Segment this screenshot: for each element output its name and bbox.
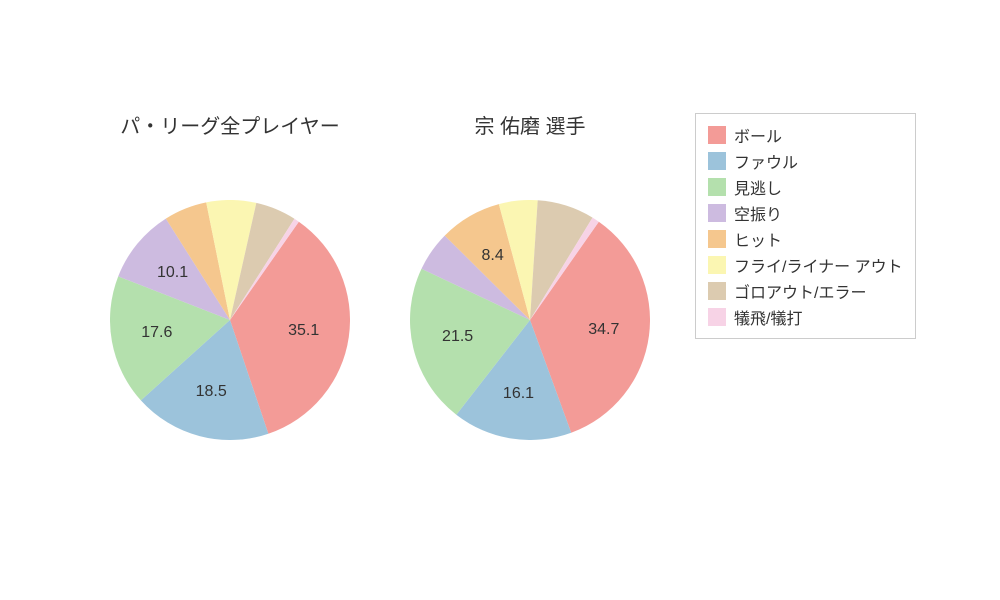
legend-row-fly_liner: フライ/ライナー アウト	[708, 252, 903, 278]
pie-player-title: 宗 佑磨 選手	[410, 110, 650, 139]
legend-label-ball: ボール	[734, 123, 782, 147]
legend-row-foul: ファウル	[708, 148, 903, 174]
legend-swatch-swinging	[708, 204, 726, 222]
pie-league: パ・リーグ全プレイヤー 35.118.517.610.1	[110, 200, 350, 440]
legend-row-looking: 見逃し	[708, 174, 903, 200]
pie-league-svg	[110, 200, 350, 440]
legend: ボールファウル見逃し空振りヒットフライ/ライナー アウトゴロアウト/エラー犠飛/…	[695, 113, 916, 339]
pie-player: 宗 佑磨 選手 34.716.121.58.4	[410, 200, 650, 440]
legend-label-swinging: 空振り	[734, 201, 782, 225]
legend-row-grounder: ゴロアウト/エラー	[708, 278, 903, 304]
slice-label-swinging: 10.1	[157, 264, 188, 282]
legend-row-swinging: 空振り	[708, 200, 903, 226]
slice-label-looking: 21.5	[442, 328, 473, 346]
legend-label-fly_liner: フライ/ライナー アウト	[734, 253, 903, 277]
legend-label-sac: 犠飛/犠打	[734, 305, 802, 329]
slice-label-ball: 35.1	[288, 322, 319, 340]
legend-label-looking: 見逃し	[734, 175, 782, 199]
legend-row-hit: ヒット	[708, 226, 903, 252]
legend-swatch-looking	[708, 178, 726, 196]
legend-swatch-fly_liner	[708, 256, 726, 274]
legend-row-ball: ボール	[708, 122, 903, 148]
legend-row-sac: 犠飛/犠打	[708, 304, 903, 330]
legend-swatch-ball	[708, 126, 726, 144]
slice-label-foul: 16.1	[503, 385, 534, 403]
slice-label-ball: 34.7	[588, 321, 619, 339]
legend-label-hit: ヒット	[734, 227, 782, 251]
pie-league-title: パ・リーグ全プレイヤー	[110, 110, 350, 139]
chart-canvas: パ・リーグ全プレイヤー 35.1 18.5 17.6 10.1 宗 佑磨 選手 34.…	[0, 0, 1000, 600]
legend-label-foul: ファウル	[734, 149, 798, 173]
legend-label-grounder: ゴロアウト/エラー	[734, 279, 866, 303]
slice-label-hit: 8.4	[481, 247, 503, 265]
legend-swatch-hit	[708, 230, 726, 248]
slice-label-looking: 17.6	[141, 324, 172, 342]
legend-swatch-foul	[708, 152, 726, 170]
legend-swatch-sac	[708, 308, 726, 326]
legend-swatch-grounder	[708, 282, 726, 300]
slice-label-foul: 18.5	[196, 383, 227, 401]
